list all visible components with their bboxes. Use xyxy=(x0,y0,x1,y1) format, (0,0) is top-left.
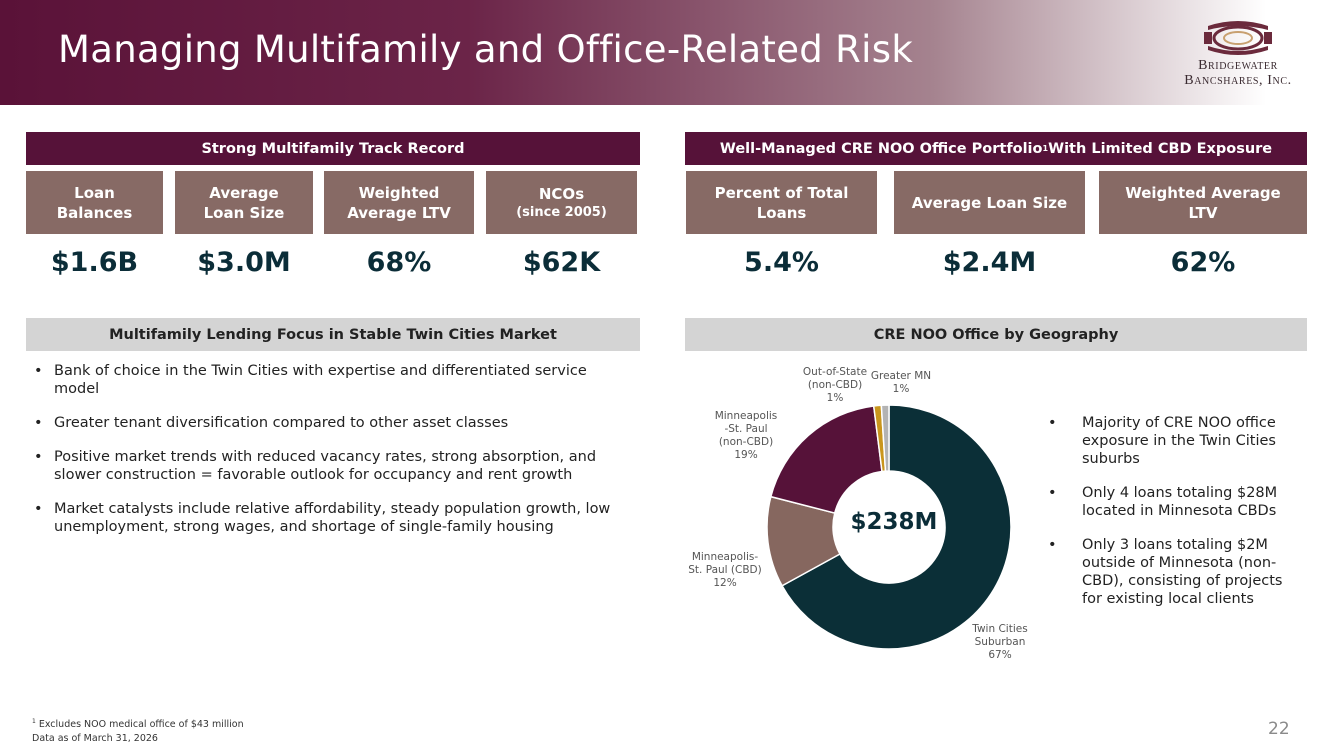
data-as-of-note: Data as of March 31, 2026 xyxy=(32,733,158,744)
value-office-weighted-average-ltv: 62% xyxy=(1170,247,1236,278)
metric-ncos: NCOs (since 2005) xyxy=(486,171,637,234)
page-number: 22 xyxy=(1268,719,1290,739)
value-loan-balances: $1.6B xyxy=(50,247,139,278)
company-logo: Bridgewater Bancshares, Inc. xyxy=(1168,18,1308,90)
metric-loan-balances: Loan Balances xyxy=(26,171,163,234)
value-office-average-loan-size: $2.4M xyxy=(942,247,1037,278)
list-item: Majority of CRE NOO office exposure in t… xyxy=(1044,414,1304,468)
office-bullet-list: Majority of CRE NOO office exposure in t… xyxy=(1044,414,1304,624)
donut-center-total: $238M xyxy=(850,509,938,535)
multifamily-track-record-header: Strong Multifamily Track Record xyxy=(26,132,640,165)
value-weighted-average-ltv: 68% xyxy=(366,247,432,278)
geography-donut-chart xyxy=(766,404,1012,650)
label-greater-mn: Greater MN 1% xyxy=(870,370,932,395)
value-ncos: $62K xyxy=(522,247,601,278)
title-banner xyxy=(0,0,1333,105)
metric-office-weighted-average-ltv: Weighted Average LTV xyxy=(1099,171,1307,234)
logo-text-line1: Bridgewater xyxy=(1198,58,1278,73)
footnote: 1 Excludes NOO medical office of $43 mil… xyxy=(32,718,244,731)
metric-office-average-loan-size: Average Loan Size xyxy=(894,171,1085,234)
list-item: Only 4 loans totaling $28M located in Mi… xyxy=(1044,484,1304,520)
label-out-of-state: Out-of-State (non-CBD) 1% xyxy=(802,366,868,404)
label-twin-cities-suburban: Twin Cities Suburban 67% xyxy=(972,623,1028,661)
multifamily-bullet-list: Bank of choice in the Twin Cities with e… xyxy=(26,362,626,552)
donut-slice-4 xyxy=(880,404,890,472)
geography-header: CRE NOO Office by Geography xyxy=(685,318,1307,351)
logo-emblem-icon xyxy=(1204,21,1272,55)
cre-noo-office-header: Well-Managed CRE NOO Office Portfolio 1 W… xyxy=(685,132,1307,165)
metric-weighted-average-ltv: Weighted Average LTV xyxy=(324,171,474,234)
list-item: Greater tenant diversification compared … xyxy=(26,414,626,432)
list-item: Only 3 loans totaling $2M outside of Min… xyxy=(1044,536,1304,608)
page-title: Managing Multifamily and Office-Related … xyxy=(58,28,914,71)
list-item: Bank of choice in the Twin Cities with e… xyxy=(26,362,626,398)
value-average-loan-size: $3.0M xyxy=(197,247,291,278)
logo-text-line2: Bancshares, Inc. xyxy=(1184,73,1292,88)
label-msp-cbd: Minneapolis- St. Paul (CBD) 12% xyxy=(688,551,762,589)
list-item: Market catalysts include relative afford… xyxy=(26,500,626,536)
metric-average-loan-size: Average Loan Size xyxy=(175,171,313,234)
label-msp-non-cbd: Minneapolis -St. Paul (non-CBD) 19% xyxy=(714,410,778,461)
donut-slice-2 xyxy=(769,405,883,514)
metric-percent-of-total-loans: Percent of Total Loans xyxy=(686,171,877,234)
list-item: Positive market trends with reduced vaca… xyxy=(26,448,626,484)
donut-slice-0 xyxy=(781,404,1012,650)
multifamily-focus-header: Multifamily Lending Focus in Stable Twin… xyxy=(26,318,640,351)
value-percent-of-total-loans: 5.4% xyxy=(744,247,819,278)
